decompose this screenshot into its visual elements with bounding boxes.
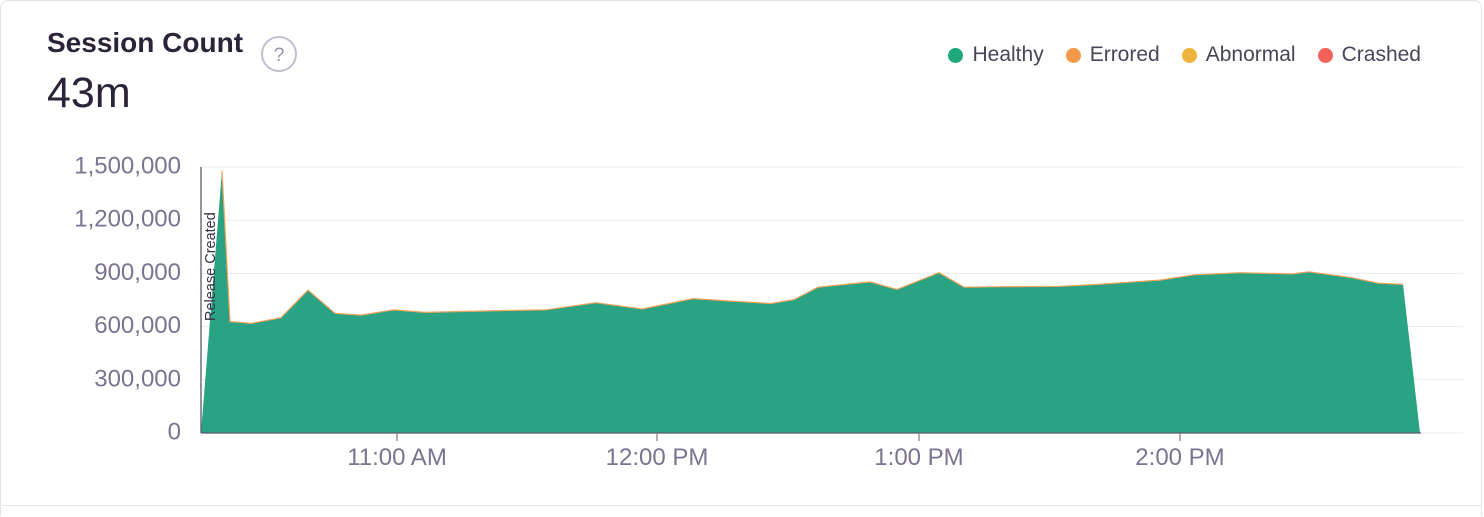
svg-text:600,000: 600,000	[94, 312, 181, 339]
svg-text:300,000: 300,000	[94, 365, 181, 392]
svg-text:900,000: 900,000	[94, 259, 181, 286]
svg-text:11:00 AM: 11:00 AM	[347, 444, 447, 471]
svg-text:2:00 PM: 2:00 PM	[1135, 444, 1224, 471]
svg-text:1,500,000: 1,500,000	[74, 153, 181, 180]
svg-text:1,200,000: 1,200,000	[74, 206, 181, 233]
svg-text:Release Created: Release Created	[203, 212, 219, 321]
svg-text:?: ?	[274, 45, 285, 66]
svg-text:0: 0	[168, 419, 181, 446]
svg-text:12:00 PM: 12:00 PM	[606, 444, 709, 471]
svg-text:1:00 PM: 1:00 PM	[874, 444, 963, 471]
